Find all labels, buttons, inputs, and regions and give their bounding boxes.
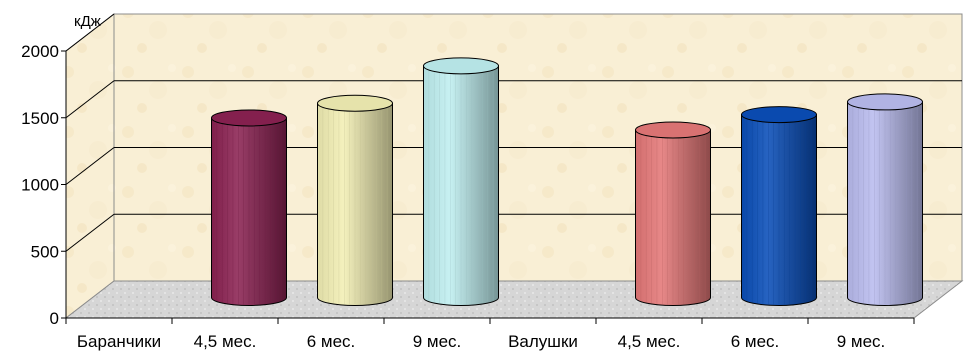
bar-cylinder bbox=[635, 121, 711, 306]
x-tick-label: 6 мес. bbox=[731, 332, 780, 351]
bar-cylinder bbox=[317, 94, 393, 306]
x-tick-label: 4,5 мес. bbox=[618, 332, 681, 351]
plot-floor bbox=[64, 280, 964, 319]
y-tick-label: 500 bbox=[31, 242, 59, 261]
x-tick-label: Баранчики bbox=[77, 332, 161, 351]
y-tick-label: 2000 bbox=[21, 42, 59, 61]
bar-cylinder bbox=[211, 109, 287, 306]
y-tick-label: 1000 bbox=[21, 176, 59, 195]
category-axis: Баранчики 4,5 мес. 6 мес. 9 мес. Валушки 4,5 … bbox=[65, 317, 915, 351]
x-tick-label: 9 мес. bbox=[837, 332, 886, 351]
gridline bbox=[65, 80, 962, 119]
bar-cylinder bbox=[847, 93, 923, 306]
y-tick-label: 0 bbox=[50, 309, 59, 328]
y-axis-unit-label: кДж bbox=[74, 13, 101, 30]
x-tick-label: 6 мес. bbox=[307, 332, 356, 351]
x-tick-label: 4,5 мес. bbox=[194, 332, 257, 351]
x-tick-label: Валушки bbox=[508, 332, 578, 351]
bar-cylinder bbox=[741, 106, 817, 306]
value-axis: 0 500 1000 1500 2000 bbox=[21, 42, 67, 328]
y-tick-label: 1500 bbox=[21, 109, 59, 128]
x-tick-label: 9 мес. bbox=[413, 332, 462, 351]
gridline bbox=[65, 13, 115, 52]
bar-cylinder bbox=[423, 57, 499, 306]
bars bbox=[211, 57, 923, 306]
